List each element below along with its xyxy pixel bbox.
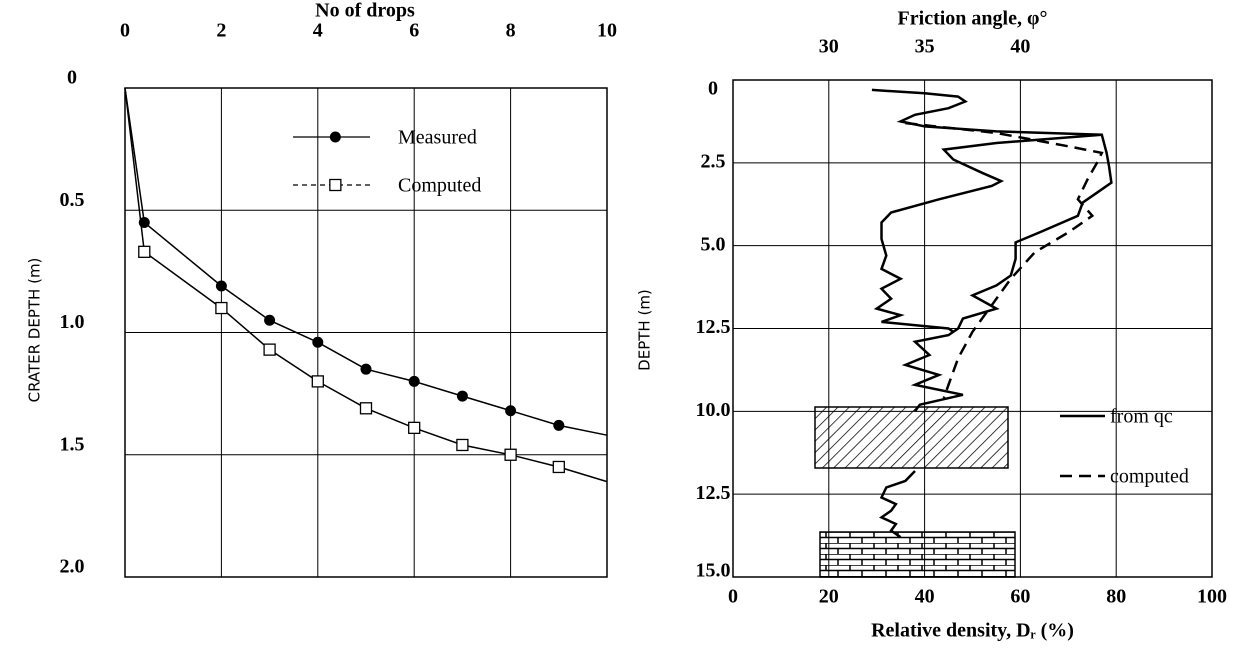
y-axis-title: CRATER DEPTH (m) xyxy=(26,258,44,403)
marker xyxy=(456,438,469,452)
marker xyxy=(408,375,420,387)
y-tick-label: 15.0 xyxy=(696,560,731,582)
series-line xyxy=(124,87,608,483)
marker xyxy=(408,421,421,435)
y-tick-label: 2.0 xyxy=(60,556,85,578)
rock-layer xyxy=(819,531,1016,578)
x-tick-label: 20 xyxy=(819,586,839,608)
marker xyxy=(360,363,372,375)
x-tick-label: 4 xyxy=(313,20,323,42)
x2-tick-label: 40 xyxy=(1010,36,1030,58)
x-tick-label: 100 xyxy=(1197,586,1227,608)
x-tick-label: 6 xyxy=(409,20,419,42)
marker xyxy=(552,460,565,474)
x-tick-label: 0 xyxy=(120,20,130,42)
x-tick-label: 8 xyxy=(506,20,516,42)
x2-axis-title: Friction angle, φ° xyxy=(898,8,1048,30)
legend-label: Computed xyxy=(398,175,481,197)
legend-marker xyxy=(329,178,342,192)
y-tick-label: 1.0 xyxy=(60,311,85,333)
x-tick-label: 40 xyxy=(915,586,935,608)
series-line xyxy=(124,87,608,436)
y-tick-label: 12.5 xyxy=(696,482,731,504)
marker xyxy=(359,402,373,415)
marker xyxy=(215,301,228,315)
marker xyxy=(553,419,565,431)
marker xyxy=(312,336,324,348)
x-tick-label: 0 xyxy=(728,586,738,608)
series-line xyxy=(871,88,1113,539)
y-tick-label: 12.5 xyxy=(696,316,731,338)
marker xyxy=(215,280,227,292)
x-tick-label: 60 xyxy=(1010,586,1030,608)
marker xyxy=(311,375,324,388)
x-tick-label: 80 xyxy=(1106,586,1126,608)
y-tick-label: 0 xyxy=(67,67,77,89)
x-axis-title: No of drops xyxy=(315,0,415,22)
y-tick-label: 1.5 xyxy=(60,433,85,455)
marker xyxy=(264,314,276,326)
plot-frame xyxy=(732,79,1213,578)
marker xyxy=(505,405,517,417)
marker xyxy=(263,343,276,356)
marker xyxy=(138,245,151,258)
x2-tick-label: 35 xyxy=(915,36,935,58)
y-tick-label: 0.5 xyxy=(60,189,85,211)
y-axis-title: DEPTH (m) xyxy=(636,289,654,371)
legend-label: from qc xyxy=(1110,406,1173,428)
y-tick-label: 5.0 xyxy=(701,233,726,255)
legend-label: Measured xyxy=(398,127,477,149)
x-tick-label: 10 xyxy=(597,20,617,42)
y-tick-label: 0 xyxy=(708,78,718,100)
x-axis-title: Relative density, Dᵣ (%) xyxy=(871,620,1074,642)
x-tick-label: 2 xyxy=(216,20,226,42)
marker xyxy=(504,448,517,461)
x2-tick-label: 30 xyxy=(819,36,839,58)
series-line xyxy=(905,121,1104,399)
y-tick-label: 2.5 xyxy=(701,150,726,172)
y-tick-label: 10.0 xyxy=(696,399,731,421)
sand-layer xyxy=(814,406,1009,469)
marker xyxy=(456,390,468,402)
plot-frame xyxy=(124,87,608,578)
legend-marker xyxy=(329,131,341,143)
legend-label: computed xyxy=(1110,466,1189,488)
